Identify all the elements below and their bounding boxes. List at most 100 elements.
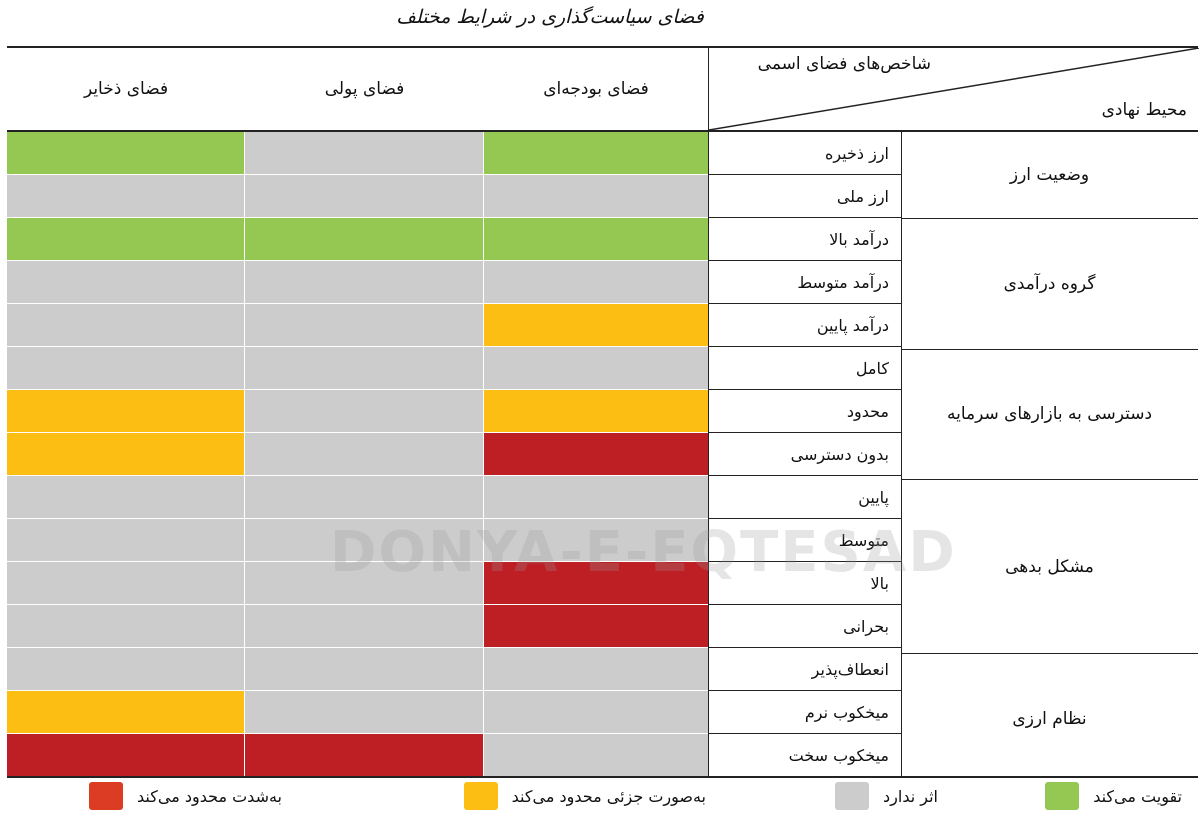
indicator-label: ارز ملی xyxy=(709,175,901,218)
legend-label: به‌صورت جزئی محدود می‌کند xyxy=(511,786,706,806)
table-row xyxy=(7,218,708,261)
heatmap-cell-no-effect xyxy=(245,605,483,647)
heatmap-cell-no-effect xyxy=(245,691,483,733)
heatmap-cell-no-effect xyxy=(7,648,244,690)
heatmap-cell-no-effect xyxy=(245,132,483,174)
column-header-reserves: فضای ذخایر xyxy=(83,79,169,99)
category-label: وضعیت ارز xyxy=(901,132,1198,219)
heatmap-grid xyxy=(7,132,708,777)
heatmap-cell-no-effect xyxy=(245,648,483,690)
indicator-label: بحرانی xyxy=(709,605,901,648)
legend-item-strengthens: تقویت می‌کند xyxy=(1045,782,1182,810)
heatmap-cell-no-effect xyxy=(484,519,708,561)
table-row xyxy=(7,261,708,304)
heatmap-cell-strengthens xyxy=(484,218,708,260)
heatmap-cell-no-effect xyxy=(484,347,708,389)
heatmap-cell-strengthens xyxy=(245,218,483,260)
heatmap-cell-no-effect xyxy=(7,605,244,647)
category-label: دسترسی به بازارهای سرمایه xyxy=(901,350,1198,480)
indicator-label: متوسط xyxy=(709,519,901,562)
header-institutional-environment: محیط نهادی xyxy=(1101,100,1187,120)
column-header-fiscal: فضای بودجه‌ای xyxy=(543,79,649,99)
header-nominal-space-indicators: شاخص‌های فضای اسمی xyxy=(757,54,931,74)
heatmap-cell-no-effect xyxy=(245,261,483,303)
indicator-label: میخکوب نرم xyxy=(709,691,901,734)
table-row xyxy=(7,390,708,433)
indicator-label: درآمد پایین xyxy=(709,304,901,347)
category-label: نظام ارزی xyxy=(1012,709,1087,730)
heatmap-cell-partially-limits xyxy=(484,390,708,432)
heatmap-cell-no-effect xyxy=(7,476,244,518)
category-label: مشکل بدهی xyxy=(901,480,1198,654)
heatmap-cell-no-effect xyxy=(245,304,483,346)
legend-swatch-green xyxy=(1045,782,1080,810)
table-row xyxy=(7,519,708,562)
heatmap-cell-partially-limits xyxy=(7,433,244,475)
legend-label: به‌شدت محدود می‌کند xyxy=(137,786,282,806)
table-row xyxy=(7,734,708,777)
category-label: گروه درآمدی xyxy=(901,219,1198,350)
heatmap-cell-no-effect xyxy=(484,734,708,776)
indicator-label: انعطاف‌پذیر xyxy=(709,648,901,691)
heatmap-cell-strengthens xyxy=(7,132,244,174)
indicator-column: ارز ذخیره ارز ملی درآمد بالا درآمد متوسط درآ… xyxy=(708,132,902,776)
indicator-label: ارز ذخیره xyxy=(709,132,901,175)
table-row xyxy=(7,304,708,347)
table-top-border xyxy=(7,46,1198,48)
legend-item-partially-limits: به‌صورت جزئی محدود می‌کند xyxy=(463,782,706,810)
heatmap-cell-no-effect xyxy=(245,433,483,475)
heatmap-cell-no-effect xyxy=(245,476,483,518)
heatmap-cell-partially-limits xyxy=(7,390,244,432)
heatmap-cell-strengthens xyxy=(7,218,244,260)
legend-item-severely-limits: به‌شدت محدود می‌کند xyxy=(89,782,282,810)
table-row xyxy=(7,691,708,734)
heatmap-cell-no-effect xyxy=(245,562,483,604)
chart-title: فضای سیاست‌گذاری در شرایط مختلف xyxy=(396,6,704,28)
heatmap-cell-no-effect xyxy=(245,347,483,389)
legend-label: اثر ندارد xyxy=(883,786,938,806)
heatmap-cell-no-effect xyxy=(484,175,708,217)
category-column: وضعیت ارز گروه درآمدی دسترسی به بازارهای س… xyxy=(901,132,1198,785)
table-row xyxy=(7,175,708,218)
heatmap-cell-severely-limits xyxy=(484,433,708,475)
diagonal-header-cell: شاخص‌های فضای اسمی محیط نهادی xyxy=(708,48,1199,130)
heatmap-cell-no-effect xyxy=(484,261,708,303)
heatmap-cell-severely-limits xyxy=(484,562,708,604)
heatmap-cell-no-effect xyxy=(7,304,244,346)
column-header-monetary: فضای پولی xyxy=(324,79,405,99)
heatmap-cell-severely-limits xyxy=(7,734,244,776)
legend-swatch-yellow xyxy=(463,782,498,810)
heatmap-cell-severely-limits xyxy=(484,605,708,647)
heatmap-cell-severely-limits xyxy=(245,734,483,776)
indicator-label: بدون دسترسی xyxy=(709,433,901,476)
heatmap-cell-partially-limits xyxy=(7,691,244,733)
heatmap-cell-no-effect xyxy=(484,691,708,733)
indicator-label: بالا xyxy=(709,562,901,605)
legend: تقویت می‌کند اثر ندارد به‌صورت جزئی محدو… xyxy=(0,782,1200,814)
heatmap-cell-strengthens xyxy=(484,132,708,174)
table-row xyxy=(7,605,708,648)
indicator-label: میخکوب سخت xyxy=(788,745,889,765)
heatmap-cell-no-effect xyxy=(7,519,244,561)
legend-swatch-gray xyxy=(835,782,870,810)
table-row xyxy=(7,132,708,175)
heatmap-cell-no-effect xyxy=(7,261,244,303)
header-bottom-border xyxy=(7,130,1198,132)
heatmap-cell-no-effect xyxy=(7,562,244,604)
indicator-label: درآمد متوسط xyxy=(709,261,901,304)
heatmap-cell-no-effect xyxy=(245,519,483,561)
heatmap-cell-no-effect xyxy=(7,175,244,217)
indicator-label: درآمد بالا xyxy=(709,218,901,261)
table-row xyxy=(7,433,708,476)
heatmap-cell-partially-limits xyxy=(484,304,708,346)
heatmap-cell-no-effect xyxy=(484,476,708,518)
diagonal-line xyxy=(709,48,1199,130)
legend-swatch-red xyxy=(89,782,124,810)
table-bottom-border xyxy=(7,776,1198,778)
table-row xyxy=(7,648,708,691)
table-row xyxy=(7,562,708,605)
indicator-label: پایین xyxy=(709,476,901,519)
heatmap-cell-no-effect xyxy=(245,390,483,432)
table-row xyxy=(7,347,708,390)
table-row xyxy=(7,476,708,519)
